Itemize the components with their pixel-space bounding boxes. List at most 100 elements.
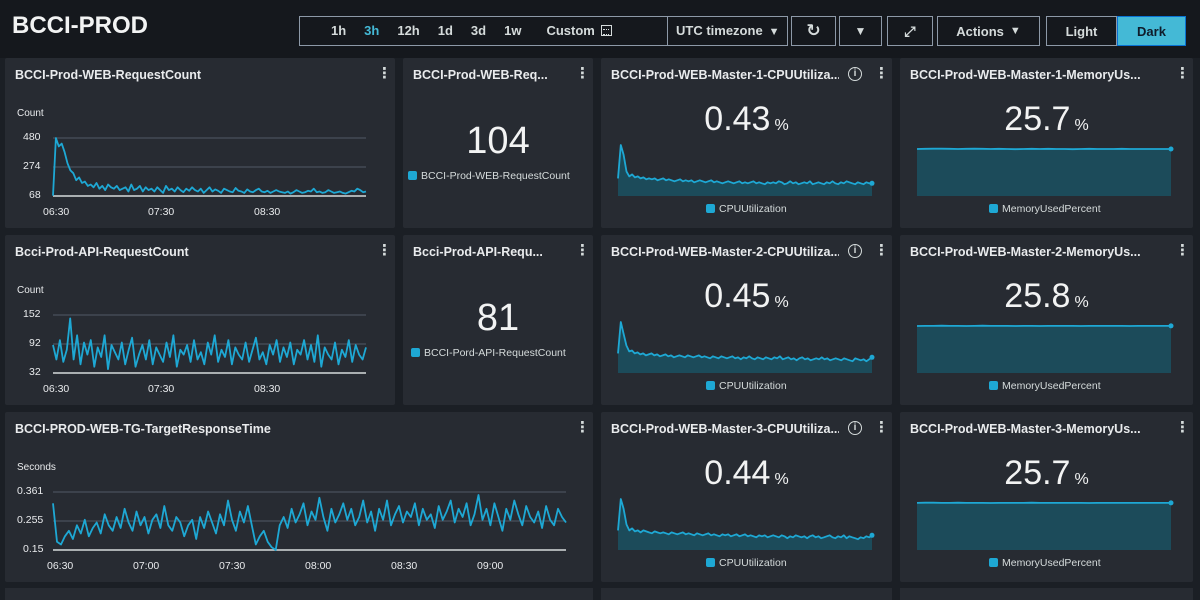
y-axis-label: Count xyxy=(17,108,44,119)
range-12h[interactable]: 12h xyxy=(397,23,420,38)
info-icon[interactable]: i xyxy=(848,421,862,435)
widget-partial xyxy=(900,588,1193,600)
y-tick: 0.15 xyxy=(23,543,44,555)
y-tick: 0.361 xyxy=(17,485,44,497)
light-mode-button[interactable]: Light xyxy=(1046,16,1117,46)
last-point xyxy=(1168,323,1174,329)
info-icon[interactable]: i xyxy=(848,67,862,81)
timezone-select[interactable]: UTC timezone ▼ xyxy=(667,17,787,45)
widget-title: BCCI-Prod-WEB-RequestCount xyxy=(15,68,202,82)
x-tick: 06:30 xyxy=(43,383,70,395)
fullscreen-button[interactable]: ⤢ xyxy=(887,16,933,46)
master2-memory-area-chart xyxy=(916,323,1174,373)
widget-partial xyxy=(601,588,892,600)
y-tick: 152 xyxy=(23,308,41,320)
metric-unit: % xyxy=(1074,471,1089,488)
info-icon[interactable]: i xyxy=(848,244,862,258)
series-area xyxy=(618,322,872,373)
widget-menu-icon[interactable]: ⋮ xyxy=(575,242,590,259)
widget-title: BCCI-PROD-WEB-TG-TargetResponseTime xyxy=(15,422,271,436)
y-axis-label: Seconds xyxy=(17,462,56,473)
legend-item: CPUUtilization xyxy=(706,380,787,392)
series-area xyxy=(917,502,1171,550)
legend-swatch xyxy=(989,558,998,567)
range-1d[interactable]: 1d xyxy=(437,23,453,38)
metric-value: 25.7 xyxy=(1004,100,1071,138)
last-point xyxy=(869,180,875,186)
widget-web-request-number: BCCI-Prod-WEB-Req... ⋮ 104 BCCI-Prod-WEB… xyxy=(403,58,593,228)
y-tick: 92 xyxy=(29,337,41,349)
legend-swatch xyxy=(706,558,715,567)
refresh-options-button[interactable]: ▼ xyxy=(839,16,882,46)
metric-value-wrap: 0.45% xyxy=(601,277,892,316)
legend-swatch xyxy=(706,204,715,213)
widget-menu-icon[interactable]: ⋮ xyxy=(1175,419,1190,436)
master1-cpu-area-chart xyxy=(617,144,875,196)
widget-menu-icon[interactable]: ⋮ xyxy=(1175,242,1190,259)
widget-menu-icon[interactable]: ⋮ xyxy=(874,419,889,436)
widget-master3-memory: BCCI-Prod-WEB-Master-3-MemoryUs... ⋮ 25.… xyxy=(900,412,1193,582)
x-tick: 07:00 xyxy=(133,560,160,572)
metric-value: 0.43 xyxy=(704,100,771,138)
actions-button[interactable]: Actions ▼ xyxy=(937,16,1040,46)
widget-menu-icon[interactable]: ⋮ xyxy=(575,65,590,82)
master3-cpu-area-chart xyxy=(617,498,875,550)
widget-menu-icon[interactable]: ⋮ xyxy=(377,242,392,259)
legend-item: BCCI-Prod-WEB-RequestCount xyxy=(408,170,570,182)
series-line xyxy=(52,317,367,370)
metric-value: 25.8 xyxy=(1004,277,1071,315)
y-tick: 0.255 xyxy=(17,514,44,526)
legend-label: MemoryUsedPercent xyxy=(1002,557,1101,569)
y-tick: 68 xyxy=(29,189,41,201)
range-3d[interactable]: 3d xyxy=(470,23,487,38)
metric-value: 0.45 xyxy=(704,277,771,315)
widget-menu-icon[interactable]: ⋮ xyxy=(377,65,392,82)
web-request-line-chart xyxy=(52,137,367,197)
widget-menu-icon[interactable]: ⋮ xyxy=(874,65,889,82)
metric-value-wrap: 25.7% xyxy=(900,100,1193,139)
widget-menu-icon[interactable]: ⋮ xyxy=(874,242,889,259)
widget-title: Bcci-Prod-API-Requ... xyxy=(413,245,543,259)
range-1w[interactable]: 1w xyxy=(504,23,522,38)
widget-menu-icon[interactable]: ⋮ xyxy=(575,419,590,436)
metric-value: 25.7 xyxy=(1004,454,1071,492)
master1-memory-area-chart xyxy=(916,146,1174,196)
range-1h[interactable]: 1h xyxy=(331,23,347,38)
legend-swatch xyxy=(706,381,715,390)
last-point xyxy=(869,532,875,538)
legend-label: CPUUtilization xyxy=(719,380,787,392)
widget-partial xyxy=(5,588,593,600)
x-tick: 08:00 xyxy=(305,560,332,572)
dashboard-header: BCCI-PROD 1h 3h 12h 1d 3d 1w Custom UTC … xyxy=(0,0,1200,58)
metric-value: 0.44 xyxy=(704,454,771,492)
series-area xyxy=(917,325,1171,373)
widget-menu-icon[interactable]: ⋮ xyxy=(1175,65,1190,82)
dark-mode-button[interactable]: Dark xyxy=(1117,16,1186,46)
widget-title: BCCI-Prod-WEB-Master-2-MemoryUs... xyxy=(910,245,1141,259)
y-tick: 32 xyxy=(29,366,41,378)
legend-item: CPUUtilization xyxy=(706,557,787,569)
caret-down-icon: ▼ xyxy=(854,24,867,38)
refresh-button[interactable]: ↻ xyxy=(791,16,836,46)
series-line xyxy=(52,137,367,196)
x-tick: 07:30 xyxy=(219,560,246,572)
widget-master2-memory: BCCI-Prod-WEB-Master-2-MemoryUs... ⋮ 25.… xyxy=(900,235,1193,405)
timezone-label: UTC timezone xyxy=(676,23,763,38)
metric-value-wrap: 25.7% xyxy=(900,454,1193,493)
metric-value-wrap: 0.44% xyxy=(601,454,892,493)
x-tick: 08:30 xyxy=(254,206,281,218)
widget-master1-memory: BCCI-Prod-WEB-Master-1-MemoryUs... ⋮ 25.… xyxy=(900,58,1193,228)
legend-label: BCCI-Pord-API-RequestCount xyxy=(424,347,566,359)
caret-down-icon: ▼ xyxy=(1009,25,1021,37)
range-custom-button[interactable]: Custom xyxy=(530,17,620,45)
widget-title: BCCI-Prod-WEB-Master-2-CPUUtiliza... xyxy=(611,245,839,259)
last-point xyxy=(869,354,875,360)
widget-title: BCCI-Prod-WEB-Req... xyxy=(413,68,548,82)
range-3h[interactable]: 3h xyxy=(364,23,380,38)
metric-unit: % xyxy=(1074,117,1089,134)
legend-label: MemoryUsedPercent xyxy=(1002,203,1101,215)
legend-label: CPUUtilization xyxy=(719,203,787,215)
widget-title: BCCI-Prod-WEB-Master-1-MemoryUs... xyxy=(910,68,1141,82)
widget-api-request-line: Bcci-Prod-API-RequestCount ⋮ Count 152 9… xyxy=(5,235,395,405)
metric-unit: % xyxy=(774,471,789,488)
